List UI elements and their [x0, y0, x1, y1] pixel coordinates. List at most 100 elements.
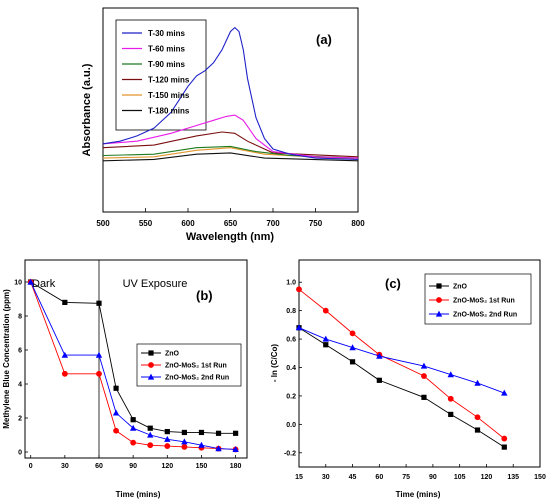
- panel-a-label: (a): [316, 32, 332, 47]
- panel-b-data-point: [27, 278, 34, 285]
- panel-a-x-tick-label: 500: [96, 219, 110, 228]
- panel-a-legend-box: [115, 19, 207, 131]
- panel-c-y-tick-label: 0.6: [286, 337, 296, 344]
- panel-c-y-tick-label: 0.0: [286, 422, 296, 429]
- panel-a-x-tick-label: 550: [139, 219, 153, 228]
- panel-b-ylabel: Methylene Blue Concentration (ppm): [2, 289, 11, 429]
- panel-c-data-point: [376, 377, 382, 383]
- panel-b-data-point: [61, 351, 69, 358]
- panel-a-legend-label: T-180 mins: [148, 107, 190, 116]
- panel-b-legend-marker: [148, 350, 154, 356]
- panel-c-legend-box: [424, 273, 532, 325]
- panel-b-dark-annotation: Dark: [32, 278, 56, 290]
- panel-c-data-point: [421, 373, 427, 379]
- panel-a-absorbance: (a) Wavelength (nm) Absorbance (a.u.) 50…: [81, 7, 365, 243]
- panel-c-series-line: [298, 327, 505, 394]
- panel-b-uv-annotation: UV Exposure: [123, 278, 188, 290]
- panel-b-data-point: [164, 429, 170, 435]
- panel-c-ylabel: - ln (C/Co): [270, 344, 279, 383]
- panel-c-data-point: [420, 362, 428, 369]
- panel-c-data-point: [349, 359, 356, 365]
- panel-b-axis-ticks: 0 30 60 90 120 150 180 0 2 4 6 8 10: [14, 280, 241, 471]
- panel-c-x-tick-label: 60: [375, 474, 383, 481]
- panel-c-series: [295, 286, 508, 450]
- panel-c-y-tick-label: 0.8: [286, 308, 296, 315]
- panel-a-x-tick-label: 750: [309, 219, 323, 228]
- panel-c-series-line: [298, 288, 505, 439]
- panel-a-x-ticks: 500 550 600 650 700 750 800: [96, 208, 365, 228]
- panel-c-data-point: [474, 427, 481, 433]
- panel-b-data-point: [233, 430, 239, 436]
- panel-c-data-point: [349, 344, 356, 351]
- panel-b-x-tick-label: 90: [129, 463, 137, 470]
- panel-b-y-tick-label: 6: [18, 348, 22, 355]
- panel-a-legend-label: T-120 mins: [148, 76, 190, 85]
- panel-a-legend-label: T-90 mins: [148, 60, 185, 69]
- panel-c-legend-label: ZnO-MoS₂ 2nd Run: [453, 312, 517, 319]
- panel-c-data-point: [474, 414, 481, 421]
- panel-a-series-line: [102, 145, 359, 159]
- panel-b-data-point: [164, 435, 171, 442]
- panel-c-data-point: [295, 324, 303, 331]
- panel-c-data-point: [448, 411, 454, 418]
- panel-b-data-point: [181, 438, 188, 445]
- panel-b-legend-marker: [147, 373, 155, 380]
- panel-a-series-lines: [102, 26, 359, 162]
- panel-b-label: (b): [196, 288, 213, 303]
- panel-a-series-line: [102, 131, 359, 158]
- panel-b-data-point: [198, 441, 205, 448]
- panel-b-legend: ZnO ZnO-MoS₂ 1st Run ZnO-MoS₂ 2nd Run: [141, 350, 229, 382]
- panel-b-data-point: [112, 409, 120, 416]
- panel-c-data-point: [447, 371, 454, 378]
- panel-c-axis-ticks: 15 30 45 60 75 90 105 120 135 150 -0.2 0.0 0.2 0.4 0.6…: [284, 280, 546, 481]
- panel-a-x-tick-label: 600: [181, 219, 195, 228]
- panel-b-data-point: [96, 370, 102, 377]
- panel-c-x-tick-label: 90: [429, 474, 437, 481]
- panel-b-legend-label: ZnO: [165, 351, 180, 358]
- panel-c-frame: [298, 259, 541, 468]
- panel-b-concentration: Dark UV Exposure (b) Time (mins) Methyle…: [2, 259, 248, 499]
- panel-b-data-point: [164, 443, 171, 449]
- panel-b-y-tick-label: 2: [18, 416, 22, 423]
- panel-c-legend: ZnO ZnO-MoS₂ 1st Run ZnO-MoS₂ 2nd Run: [429, 283, 517, 319]
- panel-c-data-point: [421, 394, 427, 400]
- panel-c-x-tick-label: 150: [534, 474, 546, 481]
- panel-c-xlabel: Time (mins): [396, 490, 441, 499]
- panel-c-legend-marker: [435, 310, 443, 317]
- panel-b-series: [27, 278, 239, 453]
- panel-c-x-tick-label: 45: [349, 474, 357, 481]
- panel-c-x-tick-label: 15: [295, 474, 303, 481]
- panel-c-data-point: [322, 307, 329, 314]
- panel-b-x-tick-label: 30: [61, 463, 69, 470]
- panel-b-data-point: [61, 370, 68, 377]
- panel-b-legend-marker: [148, 362, 154, 368]
- panel-a-legend-label: T-30 mins: [148, 29, 185, 38]
- panel-c-legend-label: ZnO-MoS₂ 1st Run: [453, 298, 515, 305]
- panel-b-x-tick-label: 150: [196, 463, 208, 470]
- panel-c-kinetics: (c) Time (mins) - ln (C/Co) 15 30 45 60 75 90…: [270, 259, 546, 499]
- panel-b-data-point: [147, 442, 154, 449]
- panel-b-x-tick-label: 120: [161, 463, 173, 470]
- panel-a-x-tick-label: 800: [351, 219, 365, 228]
- panel-b-y-tick-label: 10: [14, 280, 22, 287]
- panel-b-legend-label: ZnO-MoS₂ 2nd Run: [165, 375, 229, 382]
- panel-c-data-point: [376, 352, 383, 359]
- panel-b-data-point: [147, 425, 153, 431]
- panel-c-data-point: [501, 435, 508, 442]
- panel-b-data-point: [181, 444, 188, 450]
- panel-b-frame: [24, 259, 248, 459]
- panel-c-data-point: [323, 342, 329, 348]
- panel-a-legend-label: T-60 mins: [148, 45, 185, 54]
- panel-c-data-point: [349, 330, 356, 337]
- panel-c-x-tick-label: 75: [402, 474, 410, 481]
- panel-c-label: (c): [385, 276, 401, 291]
- panel-b-data-point: [129, 424, 137, 431]
- panel-b-data-point: [215, 430, 222, 436]
- panel-a-xlabel: Wavelength (nm): [186, 231, 275, 243]
- panel-b-data-point: [96, 300, 102, 306]
- panel-b-y-tick-label: 0: [18, 450, 22, 457]
- panel-b-x-tick-label: 180: [230, 463, 242, 470]
- panel-b-data-point: [198, 429, 205, 436]
- panel-a-series-line: [102, 26, 359, 160]
